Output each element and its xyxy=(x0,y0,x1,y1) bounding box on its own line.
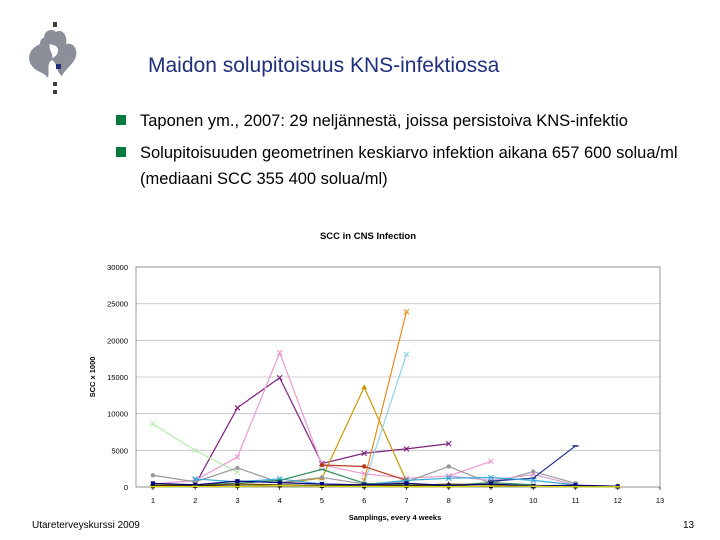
series-point xyxy=(276,374,283,381)
series-point xyxy=(403,351,410,358)
series-point xyxy=(235,479,240,484)
series-point xyxy=(403,308,410,315)
footer-course-name: Utareterveyskurssi 2009 xyxy=(32,520,140,531)
series-point xyxy=(361,464,367,469)
bullet-text: Solupitoisuuden geometrinen keskiarvo in… xyxy=(140,144,678,188)
y-tick-label: 15000 xyxy=(107,373,128,382)
series-point xyxy=(192,447,199,454)
bullet-list: Taponen ym., 2007: 29 neljännestä, joiss… xyxy=(116,108,696,198)
y-tick-label: 25000 xyxy=(107,300,128,309)
series-point xyxy=(488,458,494,465)
series-line xyxy=(152,480,618,487)
series-point xyxy=(445,475,452,482)
x-tick-label: 9 xyxy=(489,496,493,505)
x-axis-label: Samplings, every 4 weeks xyxy=(349,513,442,522)
series-point xyxy=(234,404,241,411)
bullet-item: Solupitoisuuden geometrinen keskiarvo in… xyxy=(116,140,696,192)
series-point xyxy=(488,474,494,481)
page-number: 13 xyxy=(683,520,695,531)
x-tick-label: 3 xyxy=(235,496,239,505)
series-point xyxy=(445,440,452,447)
series-point xyxy=(446,483,451,488)
series-point xyxy=(150,481,155,486)
slide-title: Maidon solupitoisuus KNS-infektiossa xyxy=(148,54,500,77)
series-point xyxy=(150,473,156,478)
bullet-item: Taponen ym., 2007: 29 neljännestä, joiss… xyxy=(116,108,696,134)
series-point xyxy=(403,445,410,452)
series-line xyxy=(152,484,618,488)
series-point xyxy=(362,482,367,487)
x-tick-label: 1 xyxy=(151,496,155,505)
series-point xyxy=(234,469,241,476)
series-point xyxy=(276,349,283,356)
x-tick-label: 11 xyxy=(572,496,580,505)
y-axis-label: SCC x 1000 xyxy=(88,357,97,398)
series-point xyxy=(235,465,240,471)
series-point xyxy=(234,454,241,460)
series-point xyxy=(193,482,198,487)
series-point xyxy=(277,480,282,485)
x-tick-label: 10 xyxy=(529,496,537,505)
x-tick-label: 12 xyxy=(614,496,622,505)
university-helsinki-flame-logo-icon xyxy=(29,22,77,94)
x-tick-label: 2 xyxy=(193,496,197,505)
series-point xyxy=(361,384,368,390)
x-tick-label: 6 xyxy=(362,496,366,505)
series-point xyxy=(192,476,199,482)
x-tick-label: 7 xyxy=(404,496,408,505)
series-line xyxy=(279,385,407,484)
series-point xyxy=(319,482,324,487)
series-point xyxy=(319,475,325,480)
bullet-text: Taponen ym., 2007: 29 neljännestä, joiss… xyxy=(140,112,628,130)
x-tick-label: 5 xyxy=(320,496,324,505)
y-tick-label: 10000 xyxy=(107,410,128,419)
series-line xyxy=(195,476,576,486)
series-point xyxy=(446,464,451,469)
bullet-square-icon xyxy=(116,115,126,125)
y-tick-label: 5000 xyxy=(111,446,128,455)
series-point xyxy=(404,481,409,486)
x-tick-label: 4 xyxy=(278,496,282,505)
series-point xyxy=(150,421,156,427)
x-tick-label: 8 xyxy=(447,496,451,505)
series-point xyxy=(361,450,368,457)
series-line xyxy=(363,354,408,485)
x-tick-label: 13 xyxy=(656,496,664,505)
series-line xyxy=(363,311,408,481)
y-tick-label: 0 xyxy=(124,483,128,492)
series-point xyxy=(319,462,325,468)
bullet-square-icon xyxy=(116,147,126,157)
scc-line-chart: SCC in CNS Infection 0 5000 10000 15000 20000… xyxy=(88,231,664,522)
series-point xyxy=(530,477,537,484)
y-tick-label: 20000 xyxy=(107,336,128,345)
chart-title: SCC in CNS Infection xyxy=(320,231,416,242)
series-point xyxy=(573,483,578,488)
y-tick-label: 30000 xyxy=(107,263,128,272)
series-point xyxy=(488,482,493,487)
series-line xyxy=(490,445,576,482)
